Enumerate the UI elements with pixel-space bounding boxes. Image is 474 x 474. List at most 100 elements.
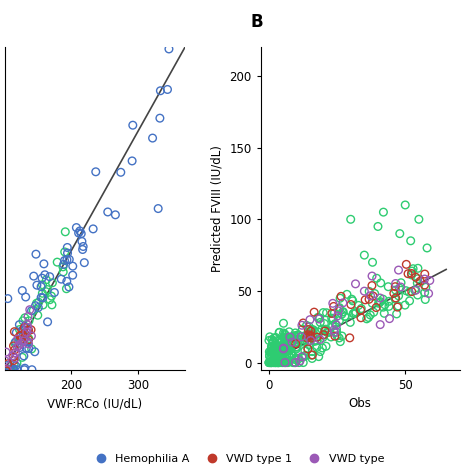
Point [272,359,280,366]
Point [328,317,336,324]
Point [385,298,392,305]
Point [313,333,321,341]
Legend: Hemophilia A, VWD type 1, VWD type: Hemophilia A, VWD type 1, VWD type [85,449,389,468]
Point [392,283,399,291]
Point [65,283,73,291]
Point [77,230,85,237]
Point [282,359,290,366]
Point [34,311,42,319]
Point [271,347,278,355]
Point [60,261,67,268]
Point [48,301,56,309]
Point [266,333,273,341]
Point [29,307,37,314]
Point [303,338,311,346]
Point [396,284,403,292]
Point [306,341,314,349]
Point [9,352,17,359]
Point [81,259,88,266]
Point [348,295,356,303]
Point [269,359,276,366]
Point [274,359,282,366]
Point [321,327,329,335]
Point [306,316,314,323]
Point [392,286,400,294]
Point [4,366,11,374]
Point [289,351,296,358]
Point [111,211,119,219]
Point [287,346,294,353]
Point [280,329,287,337]
Point [287,340,295,347]
Point [369,258,376,266]
Point [307,333,314,340]
Point [300,338,308,346]
Point [369,292,377,300]
Point [322,326,329,333]
Point [272,359,280,366]
Point [377,298,384,305]
Point [65,255,73,263]
Point [402,261,410,268]
Point [269,357,276,365]
Point [315,353,322,360]
Point [275,349,283,357]
Point [292,332,299,339]
Point [288,352,296,360]
Point [395,292,402,300]
Point [62,228,69,236]
Point [278,359,285,366]
Point [363,315,371,323]
Point [20,324,28,331]
Point [325,328,333,336]
Point [295,359,303,366]
Point [357,305,365,312]
Point [375,300,383,307]
Point [268,358,275,366]
Point [73,224,80,231]
Point [393,303,401,311]
Point [274,359,282,366]
Point [267,359,275,366]
Point [371,290,378,297]
Point [288,333,295,341]
Point [301,347,309,355]
Point [299,326,306,333]
Point [327,333,335,341]
Point [38,290,46,297]
Point [280,345,288,352]
Point [19,317,27,325]
Point [149,134,156,142]
Point [339,308,347,316]
Point [302,334,310,341]
Point [306,326,314,333]
Point [317,319,324,326]
Point [273,354,280,362]
Point [313,333,321,341]
Point [393,310,401,318]
Point [275,359,283,366]
X-axis label: VWF:RCo (IU/dL): VWF:RCo (IU/dL) [47,397,142,410]
Point [12,329,20,337]
Point [9,353,17,361]
Point [272,356,279,364]
Point [12,338,19,346]
Point [283,352,291,360]
Point [404,270,412,277]
Point [282,331,289,338]
Point [308,327,315,334]
Point [272,353,280,360]
Point [367,292,374,300]
Point [269,338,277,346]
Point [414,275,421,283]
Point [18,354,26,361]
Point [90,225,97,233]
Point [269,339,276,346]
Point [268,343,275,351]
Point [392,294,400,302]
Point [297,333,305,341]
Point [280,350,287,358]
Point [370,309,377,316]
Point [366,311,374,319]
Point [394,302,402,310]
